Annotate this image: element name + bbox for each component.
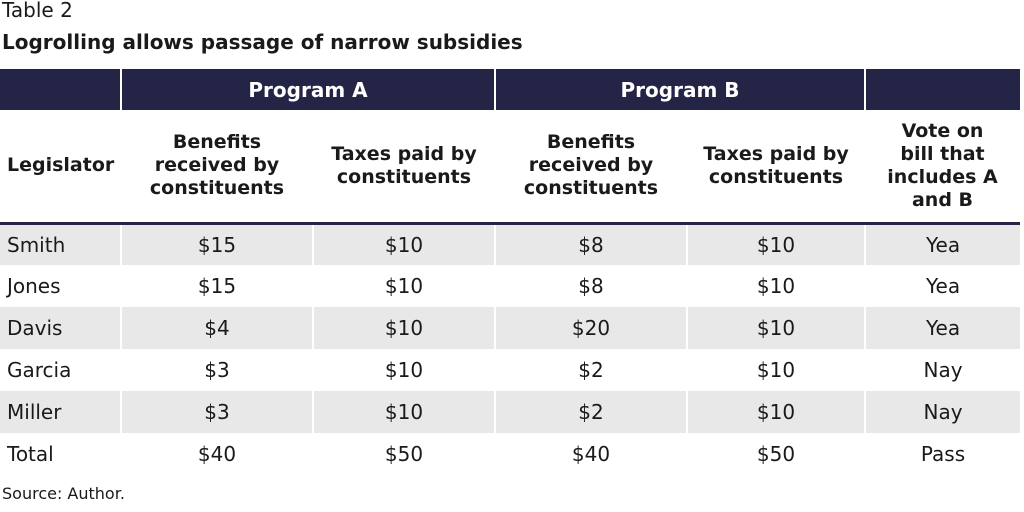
cell-vote: Pass <box>864 433 1021 475</box>
cell-a-taxes: $10 <box>312 391 495 433</box>
cell-b-taxes: $10 <box>685 349 866 391</box>
cell-legislator: Miller <box>0 391 121 433</box>
table-body: Smith $15 $10 $8 $10 Yea Jones $15 $10 $8 $10 Yea Da… <box>0 223 1021 475</box>
col-header-b-benefits: Benefits received by constituents <box>495 110 687 225</box>
cell-a-benefits: $15 <box>120 265 313 307</box>
cell-vote: Nay <box>864 391 1021 433</box>
table-row: Garcia $3 $10 $2 $10 Nay <box>0 349 1021 391</box>
cell-b-taxes: $10 <box>685 223 866 265</box>
group-header-program-a: Program A <box>120 69 495 110</box>
column-header-row: Legislator Benefits received by constitu… <box>0 110 1021 225</box>
cell-b-taxes: $10 <box>685 265 866 307</box>
table-row: Smith $15 $10 $8 $10 Yea <box>0 223 1021 265</box>
cell-b-benefits: $2 <box>494 349 687 391</box>
data-table: Program A Program B Legislator Benefits … <box>0 69 1021 475</box>
cell-a-benefits: $3 <box>120 349 313 391</box>
cell-b-benefits: $20 <box>494 307 687 349</box>
cell-a-taxes: $10 <box>312 307 495 349</box>
cell-b-benefits: $2 <box>494 391 687 433</box>
table-row: Miller $3 $10 $2 $10 Nay <box>0 391 1021 433</box>
cell-legislator: Smith <box>0 223 121 265</box>
cell-a-benefits: $3 <box>120 391 313 433</box>
cell-vote: Yea <box>864 265 1021 307</box>
table-label: Table 2 <box>2 0 73 22</box>
col-header-a-taxes: Taxes paid by constituents <box>313 110 495 225</box>
col-header-vote: Vote on bill that includes A and B <box>865 110 1021 225</box>
cell-legislator: Total <box>7 442 54 466</box>
cell-b-benefits: $40 <box>494 433 687 475</box>
col-header-legislator: Legislator <box>0 110 121 225</box>
cell-a-taxes: $50 <box>312 433 495 475</box>
cell-a-benefits: $40 <box>120 433 313 475</box>
table-row: Davis $4 $10 $20 $10 Yea <box>0 307 1021 349</box>
col-header-b-taxes: Taxes paid by constituents <box>687 110 866 225</box>
cell-vote: Yea <box>864 223 1021 265</box>
cell-a-benefits: $15 <box>120 223 313 265</box>
cell-b-benefits: $8 <box>494 223 687 265</box>
cell-a-taxes: $10 <box>312 223 495 265</box>
cell-b-taxes: $10 <box>685 391 866 433</box>
source-note: Source: Author. <box>2 484 125 503</box>
cell-b-taxes: $50 <box>685 433 866 475</box>
cell-a-taxes: $10 <box>312 265 495 307</box>
table-title: Logrolling allows passage of narrow subs… <box>2 30 523 54</box>
cell-b-benefits: $8 <box>494 265 687 307</box>
group-header-vote-empty <box>864 69 1021 110</box>
cell-a-benefits: $4 <box>120 307 313 349</box>
group-header-row: Program A Program B <box>0 69 1021 110</box>
group-header-program-b: Program B <box>493 69 866 110</box>
cell-vote: Nay <box>864 349 1021 391</box>
cell-vote: Yea <box>864 307 1021 349</box>
cell-a-taxes: $10 <box>312 349 495 391</box>
cell-legislator: Jones <box>7 274 61 298</box>
cell-legislator: Davis <box>0 307 121 349</box>
cell-legislator: Garcia <box>7 358 72 382</box>
cell-b-taxes: $10 <box>685 307 866 349</box>
col-header-a-benefits: Benefits received by constituents <box>121 110 313 225</box>
table-row: Total $40 $50 $40 $50 Pass <box>0 433 1021 475</box>
table-row: Jones $15 $10 $8 $10 Yea <box>0 265 1021 307</box>
group-header-empty <box>0 69 121 110</box>
